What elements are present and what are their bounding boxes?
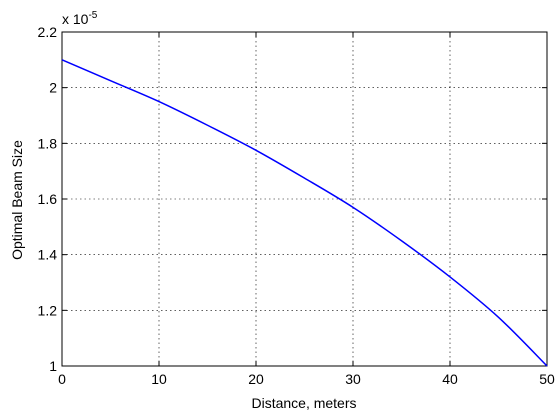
y-tick-label: 2 <box>49 80 57 96</box>
y-multiplier-label: x 10-5 <box>62 10 98 27</box>
grid-lines <box>62 32 547 366</box>
x-tick-label: 50 <box>539 371 555 387</box>
axis-ticks <box>61 31 548 367</box>
x-tick-labels: 0 10 20 30 40 50 <box>58 371 555 387</box>
x-tick-label: 0 <box>58 371 66 387</box>
y-tick-label: 1.2 <box>38 302 58 318</box>
y-multiplier-exponent: -5 <box>88 10 97 21</box>
y-tick-label: 1.6 <box>38 191 58 207</box>
y-tick-label: 1 <box>49 358 57 374</box>
series-line <box>61 59 548 367</box>
series-layer <box>61 59 548 367</box>
x-tick-label: 20 <box>248 371 264 387</box>
x-tick-label: 10 <box>151 371 167 387</box>
y-tick-label: 1.4 <box>38 247 58 263</box>
y-tick-labels: 1 1.2 1.4 1.6 1.8 2 2.2 <box>38 24 58 374</box>
y-axis-label: Optimal Beam Size <box>9 140 25 260</box>
x-tick-label: 30 <box>345 371 361 387</box>
x-axis-label: Distance, meters <box>251 395 356 411</box>
x-tick-label: 40 <box>442 371 458 387</box>
y-tick-label: 1.8 <box>38 135 58 151</box>
y-tick-label: 2.2 <box>38 24 58 40</box>
y-multiplier-base: x 10 <box>62 11 89 27</box>
